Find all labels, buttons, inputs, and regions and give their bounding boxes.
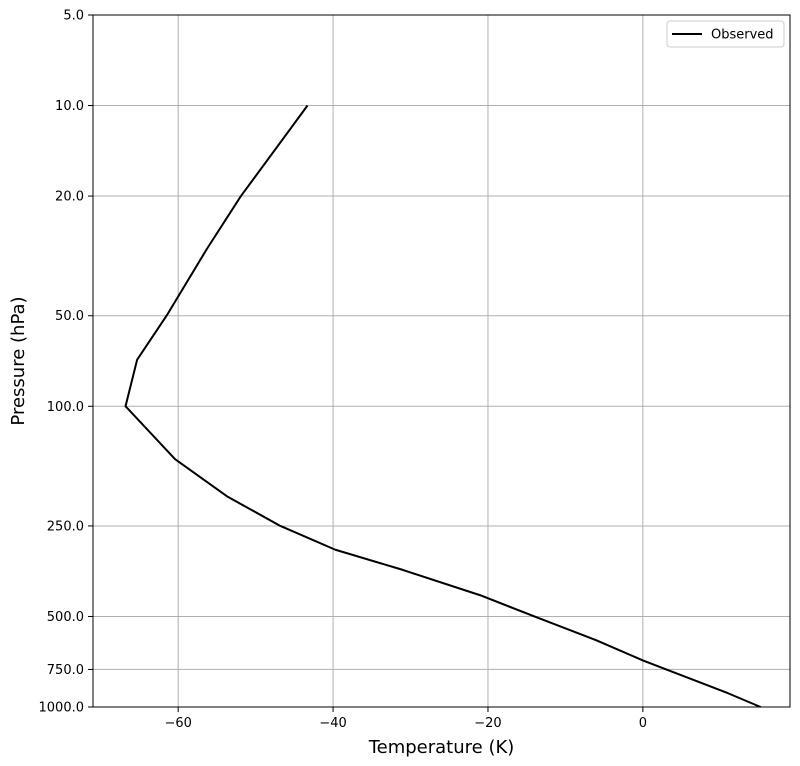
x-axis-title: Temperature (K)	[368, 737, 515, 758]
y-axis-title: Pressure (hPa)	[8, 296, 29, 425]
y-tick-label: 5.0	[63, 9, 84, 24]
legend: Observed	[666, 20, 785, 48]
y-tick-label: 100.0	[47, 400, 84, 415]
y-tick-label: 20.0	[55, 190, 84, 205]
x-tick-label: −40	[319, 716, 346, 731]
legend-label: Observed	[711, 28, 774, 43]
plot-frame	[92, 14, 791, 708]
y-tick-label: 50.0	[55, 309, 84, 324]
plot-area	[93, 15, 790, 707]
x-tick-label: 0	[639, 716, 647, 731]
y-tick-label: 10.0	[55, 99, 84, 114]
grid	[93, 14, 790, 708]
y-tick-label: 1000.0	[39, 701, 85, 716]
y-tick-label: 250.0	[47, 519, 84, 534]
series-layer	[124, 104, 761, 708]
legend-box	[666, 20, 785, 48]
y-tick-label: 500.0	[47, 610, 84, 625]
x-tick-label: −60	[164, 716, 191, 731]
series-line-observed	[124, 104, 761, 708]
y-tick-label: 750.0	[47, 663, 84, 678]
ticks: −60 −40 −20 0 5.0 10.0 20.0 50.0 100.0 250.0 500.0…	[39, 9, 647, 732]
x-tick-label: −20	[474, 716, 501, 731]
